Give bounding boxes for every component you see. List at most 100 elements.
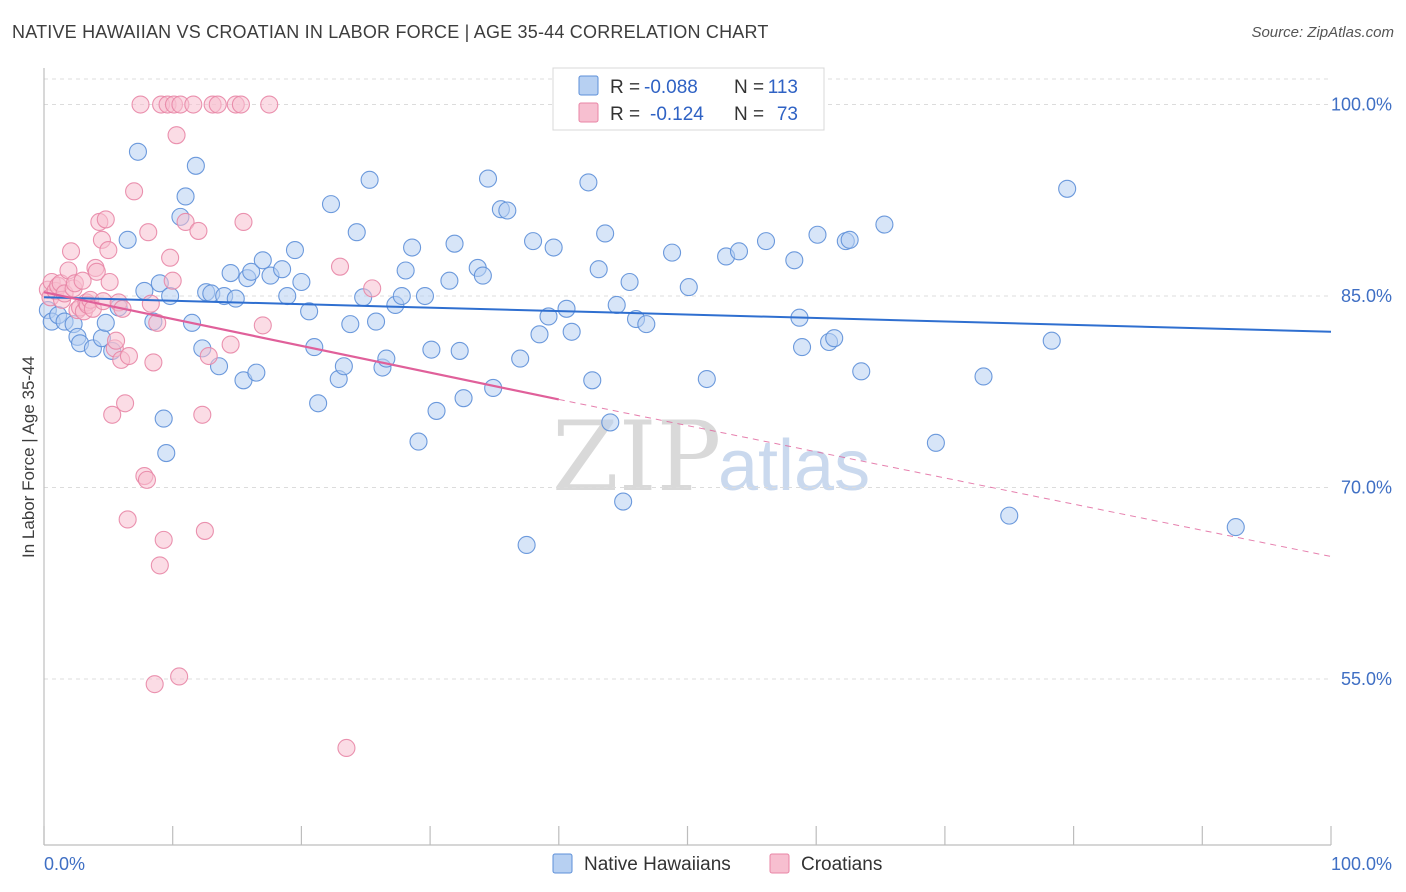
croatian-point-57 xyxy=(184,95,203,114)
native-hawaiian-point-106 xyxy=(926,433,945,452)
croatians-trend-line xyxy=(43,291,560,401)
croatian-point-60 xyxy=(195,521,214,540)
native-hawaiian-point-68 xyxy=(478,169,498,188)
croatian-point-36 xyxy=(119,346,138,366)
croatian-point-44 xyxy=(145,675,164,694)
native-hawaiian-point-76 xyxy=(539,307,558,326)
chart-title: NATIVE HAWAIIAN VS CROATIAN IN LABOR FOR… xyxy=(12,22,769,42)
native-hawaiian-point-74 xyxy=(524,232,543,251)
native-hawaiian-point-107 xyxy=(974,367,993,386)
native-hawaiian-point-38 xyxy=(278,286,297,306)
legend-pink-r-value: -0.124 xyxy=(650,104,704,125)
native-hawaiian-point-37 xyxy=(273,260,292,279)
native-hawaiian-point-108 xyxy=(1000,506,1019,525)
native-hawaiian-point-87 xyxy=(620,272,639,292)
croatian-point-72 xyxy=(363,279,382,298)
croatian-point-28 xyxy=(103,405,122,424)
native-hawaiian-point-83 xyxy=(596,224,615,243)
native-hawaiian-point-105 xyxy=(875,215,894,234)
croatian-point-63 xyxy=(208,95,227,114)
native-hawaiian-point-57 xyxy=(403,238,422,257)
native-hawaiian-point-18 xyxy=(157,444,176,463)
series-native-hawaiians-points xyxy=(38,95,1245,555)
y-tick-label-1: 85.0% xyxy=(1341,286,1392,306)
native-hawaiian-point-62 xyxy=(440,271,459,290)
legend-blue-r-label: R = xyxy=(610,77,640,98)
croatian-point-69 xyxy=(260,95,279,114)
croatian-point-59 xyxy=(193,405,212,424)
croatian-point-43 xyxy=(144,353,163,372)
croatian-point-26 xyxy=(99,241,118,260)
native-hawaiian-point-94 xyxy=(729,242,749,261)
native-hawaiian-point-41 xyxy=(300,302,319,321)
legend-native-hawaiians-swatch xyxy=(552,853,573,874)
native-hawaiian-point-96 xyxy=(785,251,804,270)
series-croatians-points xyxy=(38,95,382,758)
native-hawaiian-point-33 xyxy=(242,262,261,281)
legend-blue-r-value: -0.088 xyxy=(644,77,698,98)
native-hawaiians-trend-line xyxy=(43,296,1332,333)
native-hawaiian-point-44 xyxy=(321,195,341,214)
croatian-point-48 xyxy=(154,530,173,549)
native-hawaiian-point-110 xyxy=(1058,179,1077,198)
native-hawaiian-point-46 xyxy=(334,357,353,376)
croatian-point-61 xyxy=(199,346,218,366)
zipatlas-watermark: ZIP atlas xyxy=(552,401,870,513)
croatian-point-51 xyxy=(163,271,182,290)
croatian-point-27 xyxy=(100,272,119,292)
native-hawaiian-point-84 xyxy=(601,413,620,432)
native-hawaiian-point-30 xyxy=(226,289,245,308)
native-hawaiian-point-109 xyxy=(1042,331,1061,350)
native-hawaiian-point-55 xyxy=(392,286,411,306)
native-hawaiian-point-19 xyxy=(161,286,180,306)
y-tick-label-0: 100.0% xyxy=(1331,95,1392,115)
legend-pink-n-label: N = xyxy=(734,104,764,125)
native-hawaiian-point-101 xyxy=(825,329,844,348)
croatian-point-58 xyxy=(189,221,208,240)
native-hawaiian-point-50 xyxy=(360,170,379,189)
legend-pink-r-label: R = xyxy=(610,104,640,125)
native-hawaiian-point-81 xyxy=(583,371,602,390)
croatian-point-25 xyxy=(96,210,115,229)
croatian-point-41 xyxy=(139,223,158,242)
watermark-zip: ZIP xyxy=(552,401,721,513)
y-tick-label-3: 55.0% xyxy=(1341,669,1392,689)
croatian-point-42 xyxy=(141,294,160,313)
croatian-point-45 xyxy=(148,313,167,332)
croatian-point-34 xyxy=(116,394,135,413)
native-hawaiian-point-91 xyxy=(679,278,698,297)
croatian-point-70 xyxy=(330,257,350,276)
x-tick-label-max: 100.0% xyxy=(1331,854,1392,874)
native-hawaiian-point-73 xyxy=(517,535,536,555)
native-hawaiian-point-63 xyxy=(445,234,464,253)
native-hawaiian-point-71 xyxy=(498,201,517,220)
native-hawaiian-point-21 xyxy=(176,187,195,206)
native-hawaiian-point-103 xyxy=(840,230,859,249)
native-hawaiian-point-61 xyxy=(427,401,446,420)
native-hawaiian-point-40 xyxy=(292,272,311,292)
y-tick-label-2: 70.0% xyxy=(1341,478,1392,498)
native-hawaiian-point-86 xyxy=(614,492,633,511)
native-hawaiian-point-92 xyxy=(697,369,716,389)
native-hawaiian-point-67 xyxy=(473,266,492,285)
croatian-point-56 xyxy=(176,212,195,232)
croatian-point-54 xyxy=(170,667,189,686)
croatian-point-37 xyxy=(125,182,144,201)
native-hawaiian-point-65 xyxy=(454,389,473,408)
croatian-point-30 xyxy=(107,331,126,350)
native-hawaiian-point-79 xyxy=(562,322,581,341)
native-hawaiian-point-51 xyxy=(366,312,386,331)
native-hawaiian-point-48 xyxy=(347,223,366,242)
croatian-point-24 xyxy=(94,292,113,311)
croatian-point-64 xyxy=(221,335,240,354)
native-hawaiian-point-82 xyxy=(589,260,608,279)
native-hawaiian-point-77 xyxy=(544,238,563,257)
native-hawaiian-point-98 xyxy=(792,338,812,357)
native-hawaiian-point-13 xyxy=(128,142,148,161)
croatian-point-66 xyxy=(231,95,250,114)
croatian-point-50 xyxy=(161,248,180,267)
native-hawaiian-point-75 xyxy=(530,325,549,344)
native-hawaiian-point-9 xyxy=(96,313,115,332)
native-hawaiian-point-78 xyxy=(557,299,576,318)
